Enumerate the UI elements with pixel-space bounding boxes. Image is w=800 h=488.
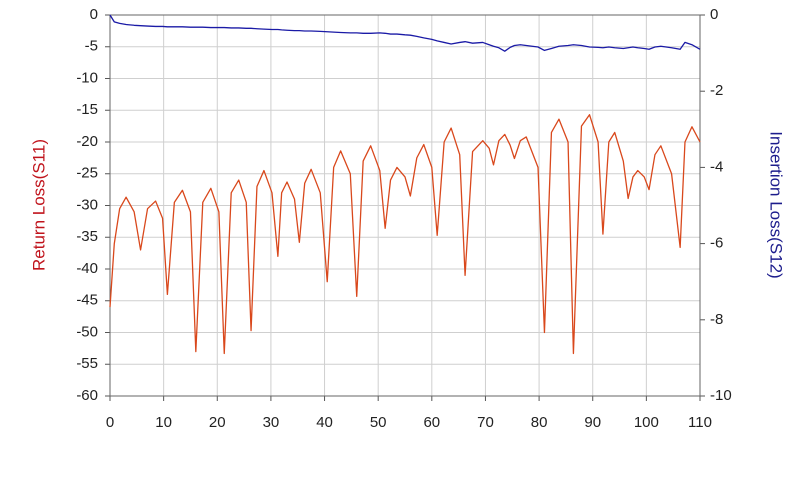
x-tick-label: 110 <box>688 414 712 431</box>
y-tick-label: -5 <box>85 38 98 55</box>
x-tick-label: 20 <box>209 414 226 431</box>
y2-tick-label: -6 <box>710 235 723 252</box>
y2-tick-label: -4 <box>710 158 723 175</box>
y-tick-label: -30 <box>76 196 98 213</box>
y-tick-label: -15 <box>76 101 98 118</box>
y-tick-label: 0 <box>90 6 98 23</box>
x-tick-label: 100 <box>634 414 659 431</box>
plot-frame <box>109 14 701 397</box>
y-tick-label: -60 <box>76 387 98 404</box>
y2-tick-label: 0 <box>710 6 718 23</box>
x-tick-label: 30 <box>263 414 280 431</box>
y-tick-label: -50 <box>76 323 98 340</box>
x-tick-label: 80 <box>531 414 548 431</box>
x-tick-label: 70 <box>477 414 494 431</box>
x-tick-label: 0 <box>106 414 114 431</box>
x-tick-label: 10 <box>155 414 172 431</box>
y-tick-label: -20 <box>76 133 98 150</box>
y2-tick-label: -2 <box>710 82 723 99</box>
x-tick-label: 60 <box>423 414 440 431</box>
y-tick-label: -45 <box>76 292 98 309</box>
y-tick-label: -25 <box>76 165 98 182</box>
series-line <box>109 114 701 355</box>
y-axis-label: Return Loss(S11) <box>29 139 48 271</box>
y-tick-label: -40 <box>76 260 98 277</box>
y-tick-label: -10 <box>76 69 98 86</box>
y2-tick-label: -10 <box>710 387 732 404</box>
y2-axis-label: Insertion Loss(S12) <box>767 131 786 278</box>
x-tick-label: 40 <box>316 414 333 431</box>
y-tick-label: -55 <box>76 355 98 372</box>
series-line <box>109 14 701 52</box>
x-tick-label: 90 <box>584 414 601 431</box>
y2-tick-label: -8 <box>710 311 723 328</box>
y-tick-label: -35 <box>76 228 98 245</box>
x-tick-label: 50 <box>370 414 387 431</box>
